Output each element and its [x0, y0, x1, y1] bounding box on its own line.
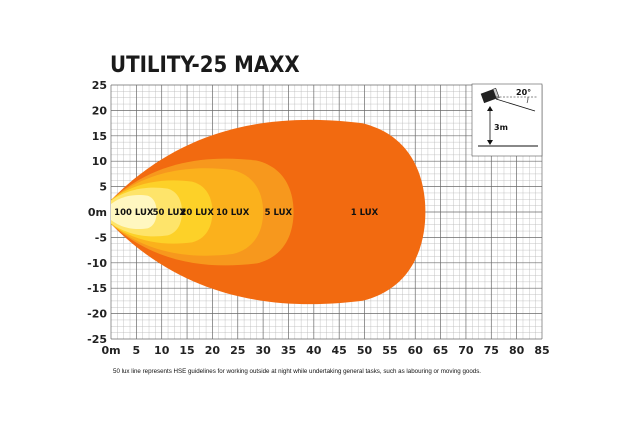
y-tick-label: -10 [87, 257, 107, 270]
x-tick-label: 45 [332, 344, 347, 357]
y-tick-label: 25 [92, 79, 107, 92]
x-tick-label: 50 [357, 344, 373, 357]
x-tick-label: 0m [101, 344, 120, 357]
lux-label: 10 LUX [216, 208, 250, 218]
lux-label: 50 LUX [153, 208, 187, 218]
lux-label: 20 LUX [181, 208, 215, 218]
x-tick-label: 40 [306, 344, 322, 357]
chart-title: UTILITY-25 MAXX [110, 53, 300, 78]
inset-angle-arc [526, 96, 529, 104]
x-tick-label: 75 [484, 344, 499, 357]
mounting-inset: 20° 3m [471, 83, 543, 157]
x-tick-label: 35 [281, 344, 296, 357]
y-tick-label: -15 [87, 282, 107, 295]
inset-arrow-up [487, 106, 493, 111]
lux-zone-100-lux [111, 194, 157, 230]
inset-angle-label: 20° [516, 88, 531, 97]
x-tick-label: 55 [382, 344, 397, 357]
footnote: 50 lux line represents HSE guidelines fo… [113, 368, 481, 375]
x-tick-label: 5 [133, 344, 141, 357]
x-tick-label: 60 [408, 344, 424, 357]
x-tick-label: 85 [534, 344, 549, 357]
y-tick-label: -20 [87, 308, 107, 321]
inset-arrow-down [487, 140, 493, 145]
x-tick-label: 30 [255, 344, 271, 357]
x-tick-label: 20 [205, 344, 221, 357]
inset-beam-line [495, 98, 536, 112]
y-tick-label: 10 [92, 155, 108, 168]
lamp-icon [480, 87, 500, 104]
y-tick-label: 5 [99, 181, 107, 194]
x-tick-label: 80 [509, 344, 525, 357]
lux-label: 1 LUX [351, 208, 379, 218]
x-tick-label: 70 [458, 344, 474, 357]
x-tick-label: 65 [433, 344, 448, 357]
x-tick-label: 15 [179, 344, 194, 357]
lux-label: 5 LUX [265, 208, 293, 218]
inset-height-label: 3m [494, 123, 508, 132]
y-tick-label: -5 [95, 231, 107, 244]
x-tick-label: 10 [154, 344, 170, 357]
y-tick-label: 15 [92, 130, 107, 143]
lux-zones [111, 119, 426, 305]
y-tick-label: 20 [92, 104, 108, 117]
x-axis-ticks: 0m 5 10 15 20 25 30 35 40 45 50 55 60 65 70 75 80 85 [101, 344, 549, 357]
y-axis-ticks: 25 20 15 10 5 0m -5 -10 -15 -20 -25 [87, 79, 107, 346]
y-tick-label: 0m [88, 206, 107, 219]
lux-label: 100 LUX [114, 208, 154, 218]
x-tick-label: 25 [230, 344, 245, 357]
y-tick-label: -25 [87, 333, 107, 346]
